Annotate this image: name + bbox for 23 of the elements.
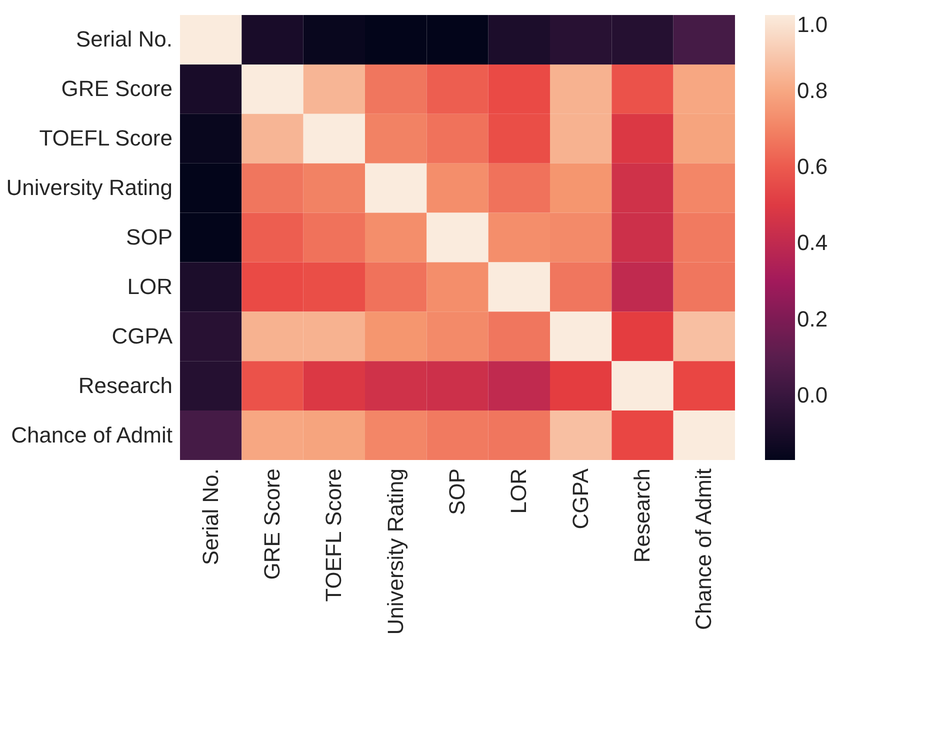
x-tick-label: Chance of Admit: [691, 468, 716, 630]
color-bar-label: 0.6: [797, 154, 828, 180]
color-bar-label: 0.8: [797, 78, 828, 104]
color-bar-label: 1.0: [797, 12, 828, 37]
y-tick-label: Research: [78, 372, 172, 398]
y-tick-label: TOEFL Score: [39, 126, 172, 151]
color-bar-label: 0.0: [797, 382, 828, 408]
color-bar-label: 0.2: [797, 306, 828, 332]
y-tick-label: GRE Score: [61, 76, 172, 102]
x-tick-label: GRE Score: [260, 468, 284, 580]
y-tick-label: CGPA: [112, 323, 173, 348]
color-bar-label: 0.4: [797, 230, 828, 256]
x-tick-label: Research: [630, 468, 654, 563]
y-tick-label: Serial No.: [76, 26, 172, 52]
x-tick-label: University Rating: [382, 468, 408, 635]
y-tick-label: University Rating: [6, 175, 172, 200]
y-tick-label: Chance of Admit: [11, 422, 172, 448]
y-tick-label: LOR: [127, 274, 172, 299]
x-tick-label: LOR: [506, 468, 532, 514]
x-tick-label: SOP: [444, 468, 470, 515]
x-tick-label: CGPA: [568, 468, 593, 530]
y-tick-label: SOP: [126, 224, 172, 250]
x-tick-label: TOEFL Score: [321, 468, 346, 602]
